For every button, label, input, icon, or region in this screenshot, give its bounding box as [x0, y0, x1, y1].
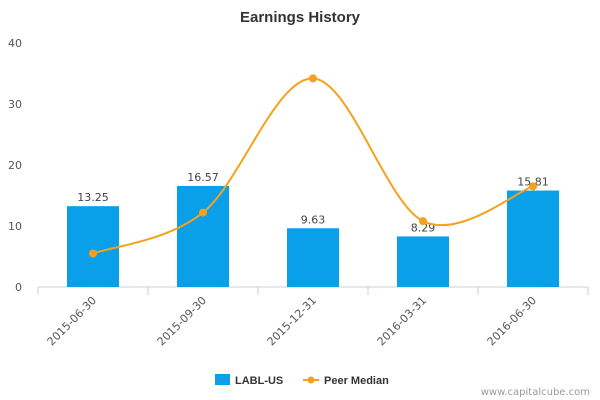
line-series-peer-median — [89, 74, 537, 258]
x-tick-label: 2015-09-30 — [155, 294, 209, 348]
bar — [67, 206, 119, 287]
x-tick-label: 2016-06-30 — [485, 294, 539, 348]
peer-median-line — [92, 77, 534, 255]
y-tick-label: 0 — [15, 281, 22, 294]
peer-median-point — [419, 217, 427, 226]
y-tick-label: 40 — [8, 37, 22, 50]
x-tick-label: 2015-06-30 — [45, 294, 99, 348]
bar-data-labels: 13.25 16.57 9.63 8.29 15.81 — [77, 171, 549, 235]
bar-value-label: 16.57 — [187, 171, 219, 184]
legend-swatch-labl-us — [215, 374, 230, 385]
bar — [287, 228, 339, 287]
bar — [397, 236, 449, 287]
y-tick-label: 20 — [8, 159, 22, 172]
bar-value-label: 9.63 — [301, 213, 326, 226]
bar — [177, 185, 229, 287]
legend-label-peer-median: Peer Median — [324, 375, 389, 387]
x-tick-label: 2015-12-31 — [265, 294, 319, 348]
bar-value-label: 13.25 — [77, 191, 109, 204]
bar-value-label: 15.81 — [517, 176, 549, 189]
chart-title: Earnings History — [240, 9, 361, 26]
y-axis: 0 10 20 30 40 — [8, 37, 22, 294]
x-axis: 2015-06-30 2015-09-30 2015-12-31 2016-03-31… — [37, 287, 589, 348]
bar-series-labl-us — [67, 185, 559, 287]
legend-label-labl-us: LABL-US — [235, 375, 283, 387]
y-tick-label: 10 — [8, 220, 22, 233]
watermark-text: www.capitalcube.com — [481, 387, 590, 398]
peer-median-point — [89, 249, 97, 258]
y-tick-label: 30 — [8, 98, 22, 111]
bar-value-label: 8.29 — [411, 221, 436, 234]
bar — [507, 190, 559, 287]
legend: LABL-US Peer Median — [215, 374, 389, 387]
legend-swatch-marker-peer-median — [307, 376, 315, 384]
x-tick-label: 2016-03-31 — [375, 294, 429, 348]
peer-median-point — [309, 74, 317, 83]
peer-median-point — [199, 208, 207, 217]
peer-median-point — [529, 182, 537, 191]
